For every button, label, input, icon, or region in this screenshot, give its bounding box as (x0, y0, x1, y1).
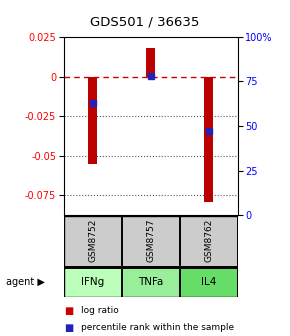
Bar (146, 48, 155, 77)
Bar (204, 77, 213, 202)
Text: GSM8757: GSM8757 (146, 218, 155, 262)
Text: ■: ■ (64, 306, 73, 316)
Text: log ratio: log ratio (81, 306, 119, 315)
Bar (64, 216, 121, 266)
Text: ■: ■ (64, 323, 73, 333)
Text: IFNg: IFNg (81, 277, 104, 287)
Bar (122, 216, 179, 266)
Bar (180, 216, 237, 266)
Text: IL4: IL4 (201, 277, 217, 287)
Bar (122, 268, 179, 297)
Text: GSM8752: GSM8752 (88, 218, 97, 262)
Bar (64, 268, 121, 297)
Text: GDS501 / 36635: GDS501 / 36635 (90, 15, 200, 28)
Text: TNFa: TNFa (138, 277, 164, 287)
Text: percentile rank within the sample: percentile rank within the sample (81, 323, 234, 332)
Text: GSM8762: GSM8762 (204, 218, 213, 262)
Bar (88, 77, 97, 164)
Text: agent ▶: agent ▶ (6, 277, 45, 287)
Bar (180, 268, 237, 297)
